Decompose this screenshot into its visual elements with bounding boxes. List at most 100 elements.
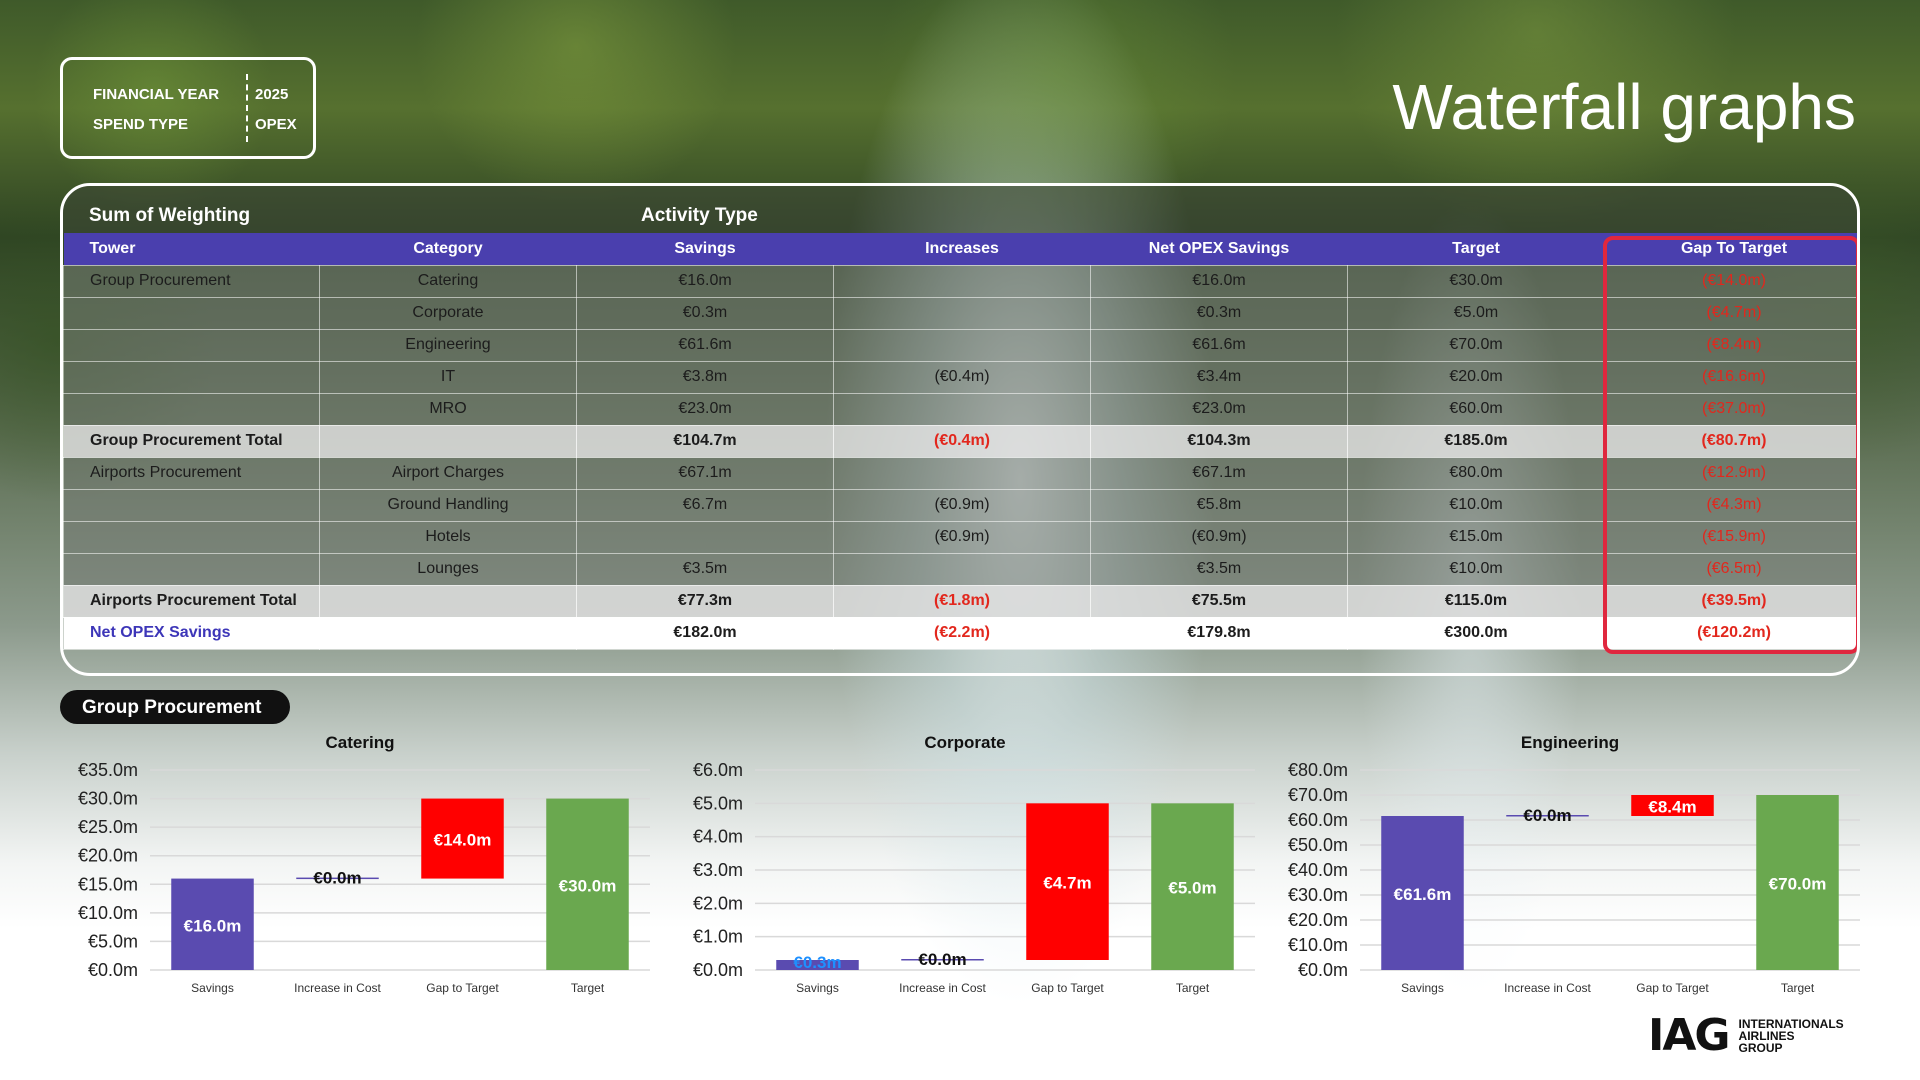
y-tick-label: €10.0m (78, 903, 138, 923)
financial-year-label: FINANCIAL YEAR (93, 86, 220, 103)
table-cell: (€0.9m) (833, 488, 1091, 522)
bar-data-label: €0.0m (1523, 806, 1571, 825)
table-cell: €3.4m (1090, 360, 1348, 394)
x-category-label: Increase in Cost (294, 981, 381, 995)
bar-savings (171, 878, 254, 970)
chart-title: Catering (326, 733, 395, 752)
column-header-savings[interactable]: Savings (576, 233, 834, 265)
activity-type-label: Activity Type (641, 205, 758, 226)
table-cell: €5.0m (1347, 296, 1605, 330)
iag-logo-line3: GROUP (1738, 1040, 1783, 1055)
chart-catering-svg: Catering €0.0m €5.0m €10.0m €15.0m €20.0m €25.… (78, 733, 650, 995)
table-cell: €6.7m (576, 488, 834, 522)
bar-gap (1631, 795, 1714, 816)
table-cell (63, 296, 320, 330)
y-tick-label: €25.0m (78, 817, 138, 837)
financial-year-value[interactable]: 2025 (255, 86, 289, 103)
bar-target (1151, 803, 1234, 970)
table-cell: (€0.4m) (833, 424, 1091, 458)
bar-increase (901, 959, 984, 961)
bar-increase (296, 877, 379, 880)
table-cell: €16.0m (1090, 264, 1348, 298)
table-cell (63, 328, 320, 362)
table-cell: Ground Handling (319, 488, 577, 522)
filter-financial-year[interactable]: FINANCIAL YEAR 2025 (93, 86, 288, 103)
table-cell: €60.0m (1347, 392, 1605, 426)
column-header-net-opex-savings[interactable]: Net OPEX Savings (1090, 233, 1348, 265)
chart-corporate: Corporate €0.0m €1.0m €2.0m €3.0m €4.0m €5.0m €… (665, 728, 1265, 1008)
table-cell: (€12.9m) (1604, 456, 1857, 490)
table-cell: €0.3m (1090, 296, 1348, 330)
iag-logo-text: INTERNATIONALS AIRLINES GROUP (1739, 1018, 1859, 1054)
table-cell: €5.8m (1090, 488, 1348, 522)
table-cell: (€8.4m) (1604, 328, 1857, 362)
table-cell: MRO (319, 392, 577, 426)
x-category-label: Savings (796, 981, 839, 995)
table-cell: €10.0m (1347, 552, 1605, 586)
table-row: IT €3.8m (€0.4m) €3.4m €20.0m (€16.6m) (63, 360, 1857, 394)
table-row: Hotels (€0.9m) (€0.9m) €15.0m (€15.9m) (63, 520, 1857, 554)
table-row: Ground Handling €6.7m (€0.9m) €5.8m €10.0m (€… (63, 488, 1857, 522)
table-row: Airports Procurement Airport Charges €67.1… (63, 456, 1857, 490)
table-cell (833, 456, 1091, 490)
table-cell (576, 520, 834, 554)
bar-data-label: €70.0m (1769, 875, 1827, 894)
filter-divider (246, 74, 248, 142)
iag-logo-line1: INTERNATIONALS (1738, 1016, 1844, 1031)
table-cell: Engineering (319, 328, 577, 362)
summary-table: Tower Category Savings Increases Net OPEX Sa… (63, 233, 1857, 650)
bar-target (546, 798, 629, 970)
table-cell: €3.8m (576, 360, 834, 394)
table-cell: €80.0m (1347, 456, 1605, 490)
page-title: Waterfall graphs (1392, 71, 1856, 143)
table-cell: Catering (319, 264, 577, 298)
chart-corporate-svg: Corporate €0.0m €1.0m €2.0m €3.0m €4.0m €5.0m €… (693, 733, 1255, 995)
table-cell: €67.1m (1090, 456, 1348, 490)
bar-data-label: €14.0m (434, 831, 492, 850)
table-cell (833, 264, 1091, 298)
table-cell (63, 488, 320, 522)
table-cell: €104.7m (576, 424, 834, 458)
table-cell: €15.0m (1347, 520, 1605, 554)
table-cell (319, 424, 577, 458)
column-header-gap-to-target[interactable]: Gap To Target (1604, 233, 1857, 265)
table-cell (319, 616, 577, 650)
y-tick-label: €5.0m (693, 793, 743, 813)
table-cell: Group Procurement (63, 264, 320, 298)
column-header-increases[interactable]: Increases (833, 233, 1091, 265)
table-cell: €61.6m (576, 328, 834, 362)
table-cell: (€0.4m) (833, 360, 1091, 394)
y-tick-label: €60.0m (1288, 810, 1348, 830)
table-cell: €23.0m (1090, 392, 1348, 426)
y-tick-label: €0.0m (693, 960, 743, 980)
table-cell: (€4.7m) (1604, 296, 1857, 330)
table-cell (319, 584, 577, 618)
y-tick-label: €20.0m (1288, 910, 1348, 930)
table-cell (63, 392, 320, 426)
table-cell (833, 552, 1091, 586)
y-tick-label: €80.0m (1288, 760, 1348, 780)
table-cell: €179.8m (1090, 616, 1348, 650)
table-row: Corporate €0.3m €0.3m €5.0m (€4.7m) (63, 296, 1857, 330)
table-cell: (€1.8m) (833, 584, 1091, 618)
x-category-label: Gap to Target (1636, 981, 1709, 995)
column-header-tower[interactable]: Tower (63, 233, 320, 265)
sum-of-weighting-label: Sum of Weighting (89, 205, 251, 226)
x-category-label: Increase in Cost (899, 981, 986, 995)
filter-spend-type[interactable]: SPEND TYPE OPEX (93, 116, 297, 133)
x-category-label: Savings (1401, 981, 1444, 995)
bar-gap (1026, 803, 1109, 960)
spend-type-value[interactable]: OPEX (255, 116, 297, 133)
x-category-label: Savings (191, 981, 234, 995)
table-cell: €182.0m (576, 616, 834, 650)
column-header-category[interactable]: Category (319, 233, 577, 265)
table-cell: Airports Procurement Total (63, 584, 320, 618)
chart-engineering-svg: Engineering €0.0m €10.0m €20.0m €30.0m €40.0m… (1288, 733, 1860, 995)
table-row: Engineering €61.6m €61.6m €70.0m (€8.4m) (63, 328, 1857, 362)
table-cell: Group Procurement Total (63, 424, 320, 458)
bar-increase (1506, 815, 1589, 817)
table-cell: (€15.9m) (1604, 520, 1857, 554)
section-label-group-procurement: Group Procurement (60, 690, 290, 724)
column-header-target[interactable]: Target (1347, 233, 1605, 265)
y-tick-label: €5.0m (88, 931, 138, 951)
